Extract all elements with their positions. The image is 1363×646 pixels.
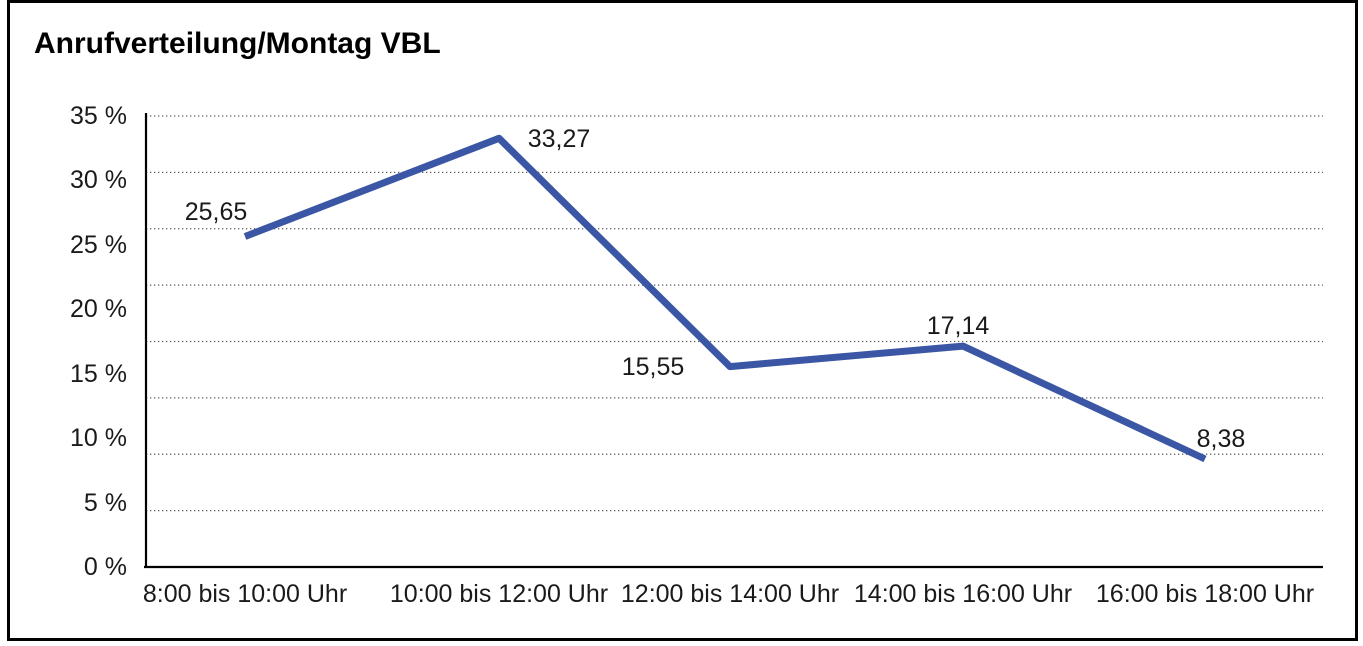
- y-tick-label-5: 5 %: [83, 489, 127, 517]
- y-tick-label-10: 10 %: [70, 424, 127, 452]
- data-point-label-4: 17,14: [926, 312, 990, 340]
- data-point-label-3: 15,55: [621, 353, 685, 381]
- y-tick-label-15: 15 %: [70, 360, 127, 388]
- data-point-label-1: 25,65: [184, 198, 248, 226]
- y-tick-label-0: 0 %: [83, 553, 127, 581]
- x-category-label-2: 10:00 bis 12:00 Uhr: [389, 580, 609, 608]
- x-category-label-5: 16:00 bis 18:00 Uhr: [1095, 580, 1315, 608]
- data-point-label-2: 33,27: [527, 125, 591, 153]
- x-category-label-1: 8:00 bis 10:00 Uhr: [142, 580, 348, 608]
- y-tick-label-35: 35 %: [70, 102, 127, 130]
- y-tick-label-30: 30 %: [70, 166, 127, 194]
- y-tick-label-20: 20 %: [70, 295, 127, 323]
- data-line: [243, 134, 1207, 463]
- chart-title: Anrufverteilung/Montag VBL: [34, 27, 441, 60]
- x-category-label-3: 12:00 bis 14:00 Uhr: [620, 580, 840, 608]
- data-point-label-5: 8,38: [1196, 425, 1246, 453]
- x-category-label-4: 14:00 bis 16:00 Uhr: [853, 580, 1073, 608]
- y-tick-label-25: 25 %: [70, 231, 127, 259]
